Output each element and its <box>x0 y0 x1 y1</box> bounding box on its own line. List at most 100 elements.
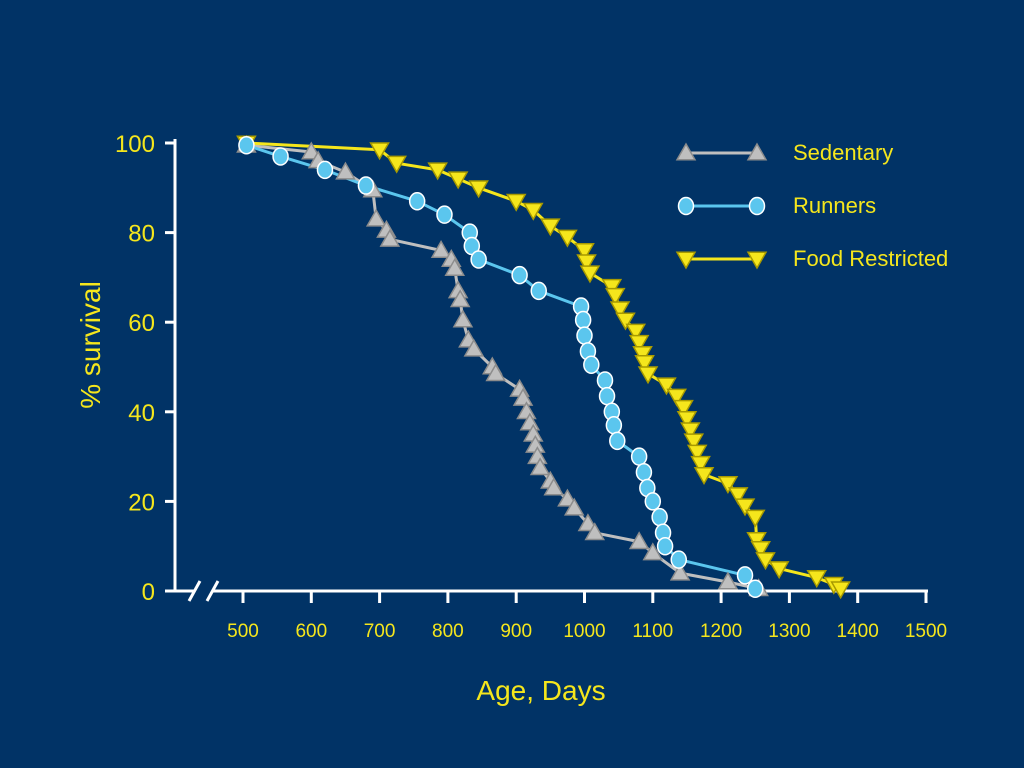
x-tick-label: 1300 <box>768 621 810 642</box>
series-layer <box>236 134 851 600</box>
data-point <box>604 287 626 306</box>
x-tick-label: 500 <box>227 621 259 642</box>
data-point <box>574 243 595 262</box>
legend-item-runners: Runners <box>677 193 876 218</box>
x-tick-label: 1100 <box>632 621 673 642</box>
axis-break-mark-1 <box>187 580 202 602</box>
data-point <box>436 205 453 224</box>
data-point <box>512 387 534 406</box>
data-point <box>584 522 606 541</box>
data-point <box>615 312 636 331</box>
data-point <box>693 467 715 486</box>
data-point <box>369 142 390 161</box>
data-point <box>637 366 659 385</box>
data-point <box>656 377 677 396</box>
data-point <box>522 202 544 221</box>
data-point <box>651 507 668 527</box>
series-runners <box>245 143 757 590</box>
y-tick-label: 60 <box>128 310 155 337</box>
legend-marker <box>677 196 695 216</box>
markers-runners <box>238 135 764 599</box>
x-axis-title: Age, Days <box>476 675 605 706</box>
data-point <box>830 581 851 600</box>
data-point <box>642 542 664 561</box>
y-tick-label: 80 <box>128 221 155 248</box>
data-point <box>744 509 766 528</box>
data-point <box>408 191 426 211</box>
data-point <box>750 540 772 559</box>
data-point <box>468 180 489 199</box>
legend-item-food-restricted: Food Restricted <box>675 246 948 271</box>
data-point <box>680 422 701 441</box>
data-point <box>736 566 754 585</box>
legend-marker <box>748 196 766 216</box>
data-point <box>628 334 650 353</box>
data-point <box>628 531 650 550</box>
data-point <box>576 326 593 345</box>
data-point <box>673 399 694 418</box>
x-tick-label: 700 <box>364 621 396 642</box>
legend-marker <box>746 142 768 161</box>
data-point <box>768 561 790 580</box>
data-point <box>676 411 698 430</box>
data-point <box>485 363 507 382</box>
data-point <box>574 310 592 330</box>
legend-marker <box>675 251 697 270</box>
data-point <box>609 301 631 320</box>
data-point <box>427 162 448 181</box>
data-point <box>596 371 614 390</box>
data-point <box>717 475 739 494</box>
data-point <box>635 463 653 482</box>
data-point <box>272 147 289 166</box>
data-point <box>452 309 474 328</box>
data-point <box>316 160 334 180</box>
data-point <box>430 240 452 259</box>
axes: 0 20 40 60 80 100 500 600 700 800 900 1000 1100 1200… <box>75 131 947 706</box>
x-tick-label: 1200 <box>700 621 742 642</box>
data-point <box>543 477 565 496</box>
data-point <box>630 447 648 466</box>
data-point <box>727 487 749 506</box>
axis-break-mark-2 <box>205 580 220 602</box>
legend-label: Sedentary <box>793 140 893 165</box>
data-point <box>644 492 662 511</box>
legend-label: Runners <box>793 193 876 218</box>
data-point <box>579 265 601 284</box>
data-point <box>717 571 739 590</box>
legend: Sedentary Runners Food Restricted <box>675 140 948 271</box>
data-point <box>447 171 469 190</box>
data-point <box>530 281 547 301</box>
data-point <box>238 135 255 155</box>
legend-marker <box>746 251 768 270</box>
legend-marker <box>675 142 697 161</box>
series-line <box>245 143 757 590</box>
data-point <box>669 562 691 581</box>
data-point <box>625 323 647 342</box>
y-axis-title: % survival <box>75 281 106 409</box>
data-point <box>444 257 466 276</box>
data-point <box>746 531 767 550</box>
x-ticks: 500 600 700 800 900 1000 1100 1200 1300 1400 1500 <box>227 591 947 642</box>
data-point <box>335 161 356 180</box>
data-point <box>734 498 756 517</box>
data-point <box>670 550 688 569</box>
data-point <box>806 570 828 589</box>
data-point <box>583 355 600 375</box>
data-point <box>747 579 764 599</box>
data-point <box>449 289 471 308</box>
data-point <box>601 278 623 297</box>
data-point <box>598 386 616 406</box>
data-point <box>686 444 708 463</box>
data-point <box>690 455 711 474</box>
data-point <box>505 193 527 212</box>
data-point <box>755 552 776 571</box>
y-tick-label: 100 <box>115 131 155 158</box>
y-tick-label: 0 <box>142 579 155 606</box>
data-point <box>463 338 485 357</box>
data-point <box>683 433 705 452</box>
data-point <box>470 250 487 269</box>
data-point <box>609 431 626 451</box>
data-point <box>379 228 401 247</box>
x-tick-label: 900 <box>500 621 532 642</box>
